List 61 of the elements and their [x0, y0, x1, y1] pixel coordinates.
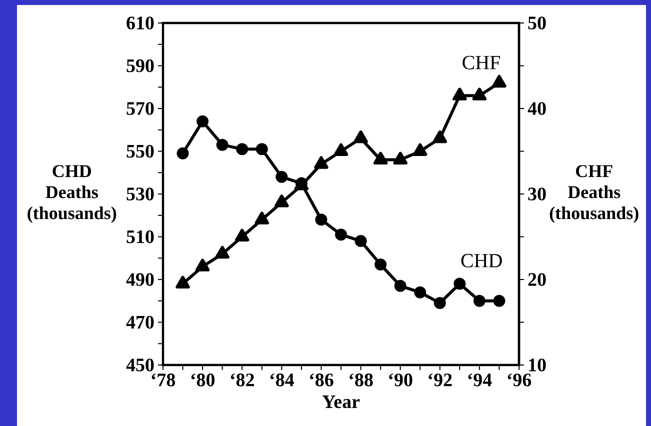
y2-tick-label: 30: [528, 188, 546, 200]
y-tick-label: 450: [126, 358, 154, 372]
point: [176, 276, 190, 289]
point: [334, 143, 348, 156]
point: [315, 214, 328, 226]
y-tick-label: 570: [126, 102, 154, 115]
y-axis-title: CHD Deaths (thousands): [28, 165, 116, 223]
point: [432, 130, 448, 144]
point: [393, 152, 408, 165]
point: [196, 115, 209, 128]
point: [354, 130, 368, 144]
point: [354, 235, 367, 248]
x-tick-label: ‘94: [468, 374, 492, 386]
point: [493, 294, 506, 307]
point: [234, 228, 250, 242]
y-tick-label: 610: [126, 16, 154, 30]
y2-tick-label: 10: [529, 358, 546, 372]
point: [314, 156, 328, 169]
x-tick-label: ‘84: [270, 374, 294, 386]
point: [473, 294, 486, 307]
x-axis-title: Year: [322, 396, 360, 408]
series-label: CHD: [461, 254, 502, 268]
y-tick-label: 590: [126, 59, 154, 72]
point: [195, 258, 210, 272]
point: [256, 143, 268, 156]
x-tick-label: ‘92: [428, 374, 452, 386]
x-tick-label: ‘78: [152, 374, 176, 386]
y-tick-label: 550: [126, 144, 154, 158]
y-tick-label: 490: [126, 273, 154, 286]
point: [374, 258, 387, 271]
point: [215, 246, 230, 259]
point: [236, 143, 248, 156]
point: [254, 212, 270, 224]
point: [454, 278, 466, 290]
y2-tick-label: 40: [528, 102, 546, 115]
point: [412, 143, 428, 156]
point: [373, 152, 388, 165]
point: [492, 74, 506, 88]
point: [176, 147, 189, 160]
x-tick-label: ‘96: [508, 374, 532, 386]
x-tick-label: ‘90: [389, 374, 412, 386]
point: [394, 280, 406, 292]
point: [276, 170, 288, 183]
y2-axis-title: CHF Deaths (thousands): [550, 165, 638, 223]
point: [472, 88, 487, 100]
y2-tick-label: 20: [528, 273, 546, 286]
point: [452, 88, 467, 100]
y-tick-label: 510: [126, 230, 154, 244]
series-label: CHF: [462, 56, 500, 70]
y-tick-label: 470: [126, 316, 154, 329]
point: [434, 297, 446, 310]
x-tick-label: ‘80: [191, 374, 214, 386]
point: [414, 286, 426, 298]
x-tick-label: ‘86: [310, 374, 334, 386]
y2-tick-label: 50: [528, 16, 546, 30]
x-tick-label: ‘82: [230, 374, 254, 386]
y-tick-label: 530: [126, 188, 154, 200]
point: [274, 194, 289, 208]
point: [216, 138, 228, 151]
point: [335, 228, 347, 241]
x-tick-label: ‘88: [350, 374, 373, 386]
